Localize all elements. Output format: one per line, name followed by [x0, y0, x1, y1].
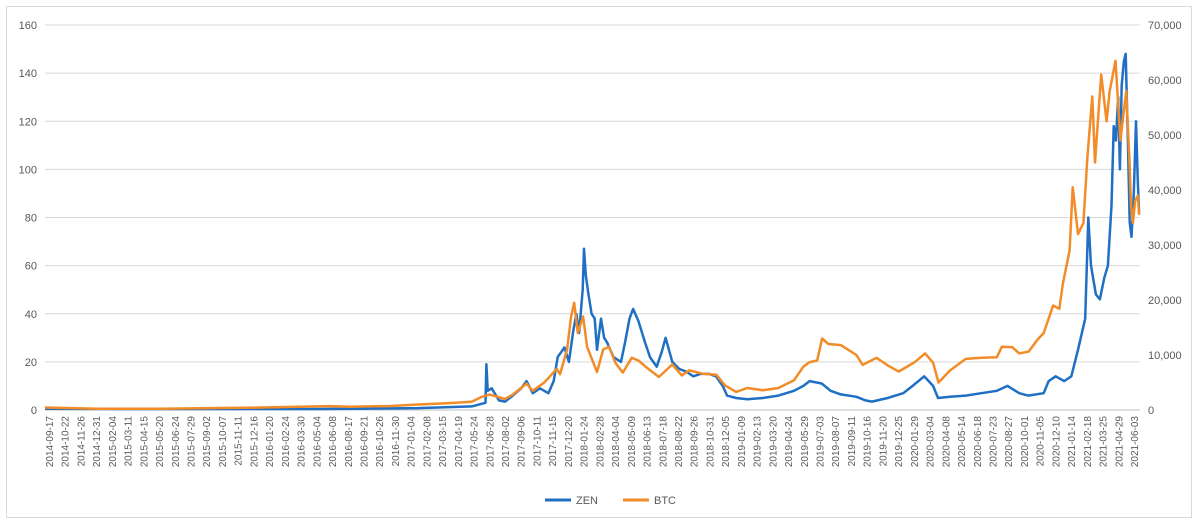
x-tick-label: 2018-09-26 — [690, 416, 701, 468]
x-tick-label: 2018-07-18 — [658, 416, 669, 468]
x-tick-label: 2020-08-27 — [1004, 416, 1015, 468]
x-tick-label: 2021-01-14 — [1067, 416, 1078, 468]
x-tick-label: 2017-06-28 — [485, 416, 496, 468]
x-tick-label: 2015-02-04 — [108, 416, 119, 468]
legend-label-zen: ZEN — [576, 495, 598, 507]
x-tick-label: 2019-08-07 — [831, 416, 842, 468]
x-tick-label: 2020-03-04 — [926, 416, 937, 468]
x-tick-label: 2015-06-24 — [171, 416, 182, 468]
left-y-tick-label: 0 — [31, 405, 37, 417]
x-tick-label: 2016-01-20 — [265, 416, 276, 468]
x-tick-label: 2015-07-29 — [187, 416, 198, 468]
x-tick-label: 2014-11-26 — [76, 416, 87, 467]
x-tick-label: 2021-03-25 — [1099, 416, 1110, 468]
x-tick-label: 2015-03-11 — [124, 416, 135, 467]
x-tick-label: 2018-06-13 — [643, 416, 654, 468]
x-tick-label: 2015-04-15 — [139, 416, 150, 468]
x-tick-label: 2017-03-15 — [438, 416, 449, 468]
series-lines — [44, 52, 1141, 411]
x-tick-label: 2020-12-10 — [1051, 416, 1062, 468]
left-y-tick-label: 140 — [19, 68, 37, 80]
x-tick-label: 2019-11-20 — [878, 416, 889, 467]
series-line-zen — [44, 52, 1141, 411]
chart-frame — [6, 6, 1192, 518]
x-tick-label: 2017-10-11 — [532, 416, 543, 467]
x-tick-label: 2017-01-04 — [407, 416, 418, 468]
right-y-tick-label: 40,000 — [1148, 185, 1182, 197]
x-tick-label: 2020-07-23 — [988, 416, 999, 468]
x-tick-label: 2016-11-30 — [391, 416, 402, 467]
x-tick-label: 2018-01-24 — [580, 416, 591, 468]
x-tick-label: 2020-11-05 — [1036, 416, 1047, 467]
left-y-tick-label: 20 — [25, 357, 37, 369]
x-tick-label: 2016-09-21 — [359, 416, 370, 468]
x-tick-label: 2015-12-16 — [249, 416, 260, 468]
x-tick-label: 2019-01-09 — [737, 416, 748, 468]
left-y-tick-label: 100 — [19, 164, 37, 176]
x-tick-label: 2017-05-24 — [470, 416, 481, 468]
x-tick-label: 2019-05-29 — [800, 416, 811, 468]
x-tick-label: 2016-08-17 — [344, 416, 355, 468]
x-tick-label: 2016-10-26 — [375, 416, 386, 468]
x-tick-label: 2018-05-09 — [627, 416, 638, 468]
x-tick-label: 2017-04-19 — [454, 416, 465, 468]
x-tick-label: 2021-04-29 — [1114, 416, 1125, 468]
x-tick-label: 2018-10-31 — [705, 416, 716, 468]
x-tick-label: 2014-12-31 — [92, 416, 103, 468]
x-tick-label: 2019-12-25 — [894, 416, 905, 468]
x-tick-label: 2017-11-15 — [548, 416, 559, 467]
x-tick-label: 2020-04-08 — [941, 416, 952, 468]
x-tick-label: 2016-03-30 — [297, 416, 308, 468]
left-y-tick-label: 60 — [25, 261, 37, 273]
x-tick-label: 2021-06-03 — [1130, 416, 1141, 468]
x-tick-label: 2016-06-08 — [328, 416, 339, 468]
gridlines — [45, 24, 1140, 411]
x-tick-label: 2019-04-24 — [784, 416, 795, 468]
x-tick-label: 2017-02-08 — [422, 416, 433, 468]
series-line-btc — [44, 59, 1141, 411]
x-tick-label: 2016-05-04 — [312, 416, 323, 468]
x-tick-label: 2018-02-28 — [595, 416, 606, 468]
x-tick-label: 2019-09-11 — [847, 416, 858, 467]
x-tick-label: 2019-03-20 — [768, 416, 779, 468]
x-tick-label: 2015-11-11 — [234, 416, 245, 466]
right-y-tick-label: 50,000 — [1148, 130, 1182, 142]
x-tick-label: 2018-12-05 — [721, 416, 732, 468]
right-y-axis: 0 10,000 20,000 30,000 40,000 50,000 60,000 70,… — [1148, 20, 1182, 417]
x-tick-label: 2015-05-20 — [155, 416, 166, 468]
x-tick-label: 2020-10-01 — [1020, 416, 1031, 468]
x-tick-label: 2016-02-24 — [281, 416, 292, 468]
right-y-tick-label: 60,000 — [1148, 75, 1182, 87]
left-y-axis: 0 20 40 60 80 100 120 140 160 — [19, 20, 37, 417]
x-tick-label: 2019-07-03 — [816, 416, 827, 468]
x-tick-label: 2020-01-29 — [910, 416, 921, 468]
right-y-tick-label: 20,000 — [1148, 295, 1182, 307]
left-y-tick-label: 160 — [19, 20, 37, 32]
x-axis: 2014-09-17 2014-10-22 2014-11-26 2014-12-31… — [45, 409, 1141, 468]
x-tick-label: 2014-09-17 — [45, 416, 56, 468]
x-tick-label: 2014-10-22 — [61, 416, 72, 468]
x-tick-label: 2015-10-07 — [218, 416, 229, 468]
x-tick-label: 2020-06-18 — [973, 416, 984, 468]
legend: ZEN BTC — [545, 495, 676, 507]
x-tick-label: 2017-09-06 — [517, 416, 528, 468]
x-tick-label: 2017-12-20 — [564, 416, 575, 468]
left-y-tick-label: 120 — [19, 116, 37, 128]
right-y-tick-label: 10,000 — [1148, 350, 1182, 362]
x-tick-label: 2019-10-16 — [863, 416, 874, 468]
left-y-tick-label: 40 — [25, 309, 37, 321]
x-tick-label: 2020-05-14 — [957, 416, 968, 468]
x-tick-label: 2017-08-02 — [501, 416, 512, 468]
x-tick-label: 2021-02-18 — [1083, 416, 1094, 468]
x-tick-label: 2018-08-22 — [674, 416, 685, 468]
right-y-tick-label: 0 — [1148, 405, 1154, 417]
x-tick-label: 2019-02-13 — [753, 416, 764, 468]
right-y-tick-label: 70,000 — [1148, 20, 1182, 32]
right-y-tick-label: 30,000 — [1148, 240, 1182, 252]
x-tick-label: 2018-04-04 — [611, 416, 622, 468]
left-y-tick-label: 80 — [25, 213, 37, 225]
x-tick-label: 2015-09-02 — [202, 416, 213, 468]
legend-label-btc: BTC — [654, 495, 676, 507]
